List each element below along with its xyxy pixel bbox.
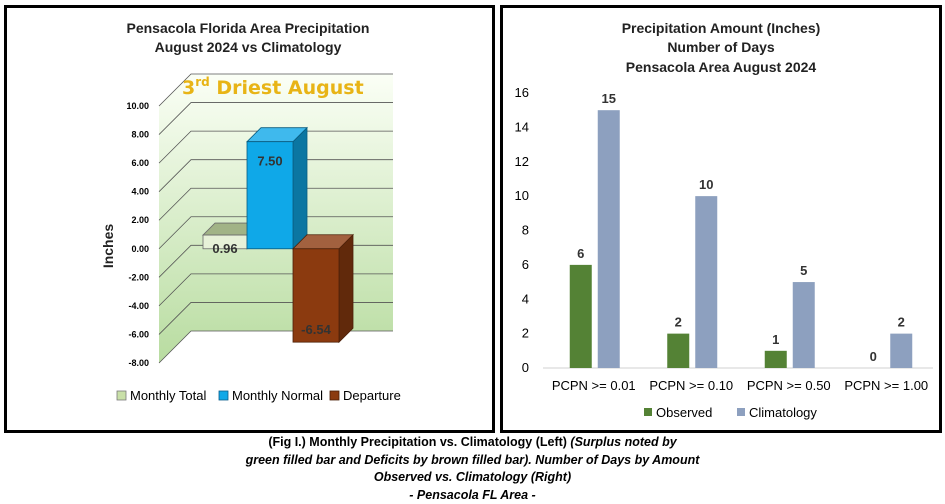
legend-swatch-climatology: [737, 408, 745, 416]
bar-climatology-3: [793, 282, 815, 368]
bar-climatology-2: [695, 196, 717, 368]
bar-observed-1: [570, 265, 592, 368]
figure-caption: (Fig I.) Monthly Precipitation vs. Clima…: [0, 434, 945, 504]
bar-climatology-4-label: 2: [898, 315, 905, 330]
left-legend: Monthly Total Monthly Normal Departure: [117, 388, 401, 403]
right-legend: Observed Climatology: [644, 405, 817, 420]
left-chart-svg: Pensacola Florida Area Precipitation Aug…: [7, 8, 492, 430]
legend-label-departure: Departure: [343, 388, 401, 403]
bar-monthly-normal-label: 7.50: [257, 154, 282, 169]
bar-climatology-1-label: 15: [602, 91, 616, 106]
annotation-rank: 3: [182, 77, 195, 99]
annotation-text: Driest August: [210, 77, 364, 99]
right-y-tick-label: 0: [522, 360, 529, 375]
y-tick-label: -4.00: [128, 301, 149, 311]
left-chart-panel: Pensacola Florida Area Precipitation Aug…: [4, 5, 495, 433]
y-tick-label: -6.00: [128, 329, 149, 339]
caption-line-1-italic: (Surplus noted by: [570, 435, 676, 449]
legend-swatch-monthly-total: [117, 391, 126, 400]
bar-observed-1-label: 6: [577, 246, 584, 261]
x-category-label: PCPN >= 1.00: [844, 378, 928, 393]
right-y-tick-label: 6: [522, 257, 529, 272]
caption-line-1: (Fig I.) Monthly Precipitation vs. Clima…: [0, 434, 945, 452]
caption-line-1-text: (Fig I.) Monthly Precipitation vs. Clima…: [268, 435, 570, 449]
legend-label-climatology: Climatology: [749, 405, 817, 420]
y-tick-label: 10.00: [126, 101, 149, 111]
annotation-suffix: rd: [195, 75, 210, 89]
legend-swatch-observed: [644, 408, 652, 416]
bar-departure-side: [339, 235, 353, 342]
right-y-tick-label: 12: [515, 154, 529, 169]
right-y-tick-label: 4: [522, 291, 529, 306]
right-chart-title-line-1: Precipitation Amount (Inches): [622, 20, 821, 36]
gridline: [159, 331, 393, 363]
bar-monthly-normal-side: [293, 128, 307, 249]
caption-line-3-text: Observed vs. Climatology (Right): [374, 470, 571, 484]
y-tick-label: 4.00: [131, 187, 149, 197]
right-y-tick-label: 10: [515, 188, 529, 203]
y-tick-label: -2.00: [128, 272, 149, 282]
left-chart-title-line-2: August 2024 vs Climatology: [155, 39, 342, 55]
caption-line-3: Observed vs. Climatology (Right): [0, 469, 945, 487]
bar-monthly-total-label: 0.96: [212, 241, 237, 256]
x-category-label: PCPN >= 0.01: [552, 378, 636, 393]
left-plot-area: 10.00 8.00 6.00 4.00 2.00 0.00 -2.00 -4.00 -6.00…: [126, 74, 393, 368]
caption-line-4: - Pensacola FL Area -: [0, 487, 945, 504]
caption-line-4-text: - Pensacola FL Area -: [409, 488, 535, 502]
left-chart-title-line-1: Pensacola Florida Area Precipitation: [126, 20, 369, 36]
y-tick-label: 8.00: [131, 130, 149, 140]
bar-climatology-2-label: 10: [699, 177, 713, 192]
legend-label-monthly-normal: Monthly Normal: [232, 388, 323, 403]
left-y-axis-label: Inches: [100, 224, 116, 269]
right-chart-panel: Precipitation Amount (Inches) Number of …: [500, 5, 942, 433]
caption-line-2-text: green filled bar and Deficits by brown f…: [246, 453, 700, 467]
legend-label-observed: Observed: [656, 405, 712, 420]
x-category-label: PCPN >= 0.50: [747, 378, 831, 393]
bar-observed-4-label: 0: [870, 349, 877, 364]
right-y-tick-label: 14: [515, 119, 529, 134]
right-y-tick-label: 2: [522, 326, 529, 341]
bar-observed-2: [667, 334, 689, 368]
caption-line-2: green filled bar and Deficits by brown f…: [0, 452, 945, 470]
bar-observed-3: [765, 351, 787, 368]
bar-departure-label: -6.54: [301, 322, 331, 337]
y-tick-label: 2.00: [131, 215, 149, 225]
right-chart-title-line-3: Pensacola Area August 2024: [626, 59, 817, 75]
x-category-label: PCPN >= 0.10: [649, 378, 733, 393]
right-y-tick-label: 8: [522, 223, 529, 238]
y-tick-label: -8.00: [128, 358, 149, 368]
bar-climatology-4: [890, 334, 912, 368]
bar-observed-2-label: 2: [675, 315, 682, 330]
y-tick-label: 6.00: [131, 158, 149, 168]
right-chart-svg: Precipitation Amount (Inches) Number of …: [503, 8, 939, 430]
right-y-tick-label: 16: [515, 85, 529, 100]
legend-label-monthly-total: Monthly Total: [130, 388, 206, 403]
bar-observed-3-label: 1: [772, 332, 779, 347]
y-tick-label: 0.00: [131, 244, 149, 254]
legend-swatch-departure: [330, 391, 339, 400]
bar-climatology-3-label: 5: [800, 263, 807, 278]
driest-august-annotation: 3rd Driest August: [182, 75, 364, 99]
bar-climatology-1: [598, 110, 620, 368]
right-chart-title-line-2: Number of Days: [667, 39, 775, 55]
legend-swatch-monthly-normal: [219, 391, 228, 400]
